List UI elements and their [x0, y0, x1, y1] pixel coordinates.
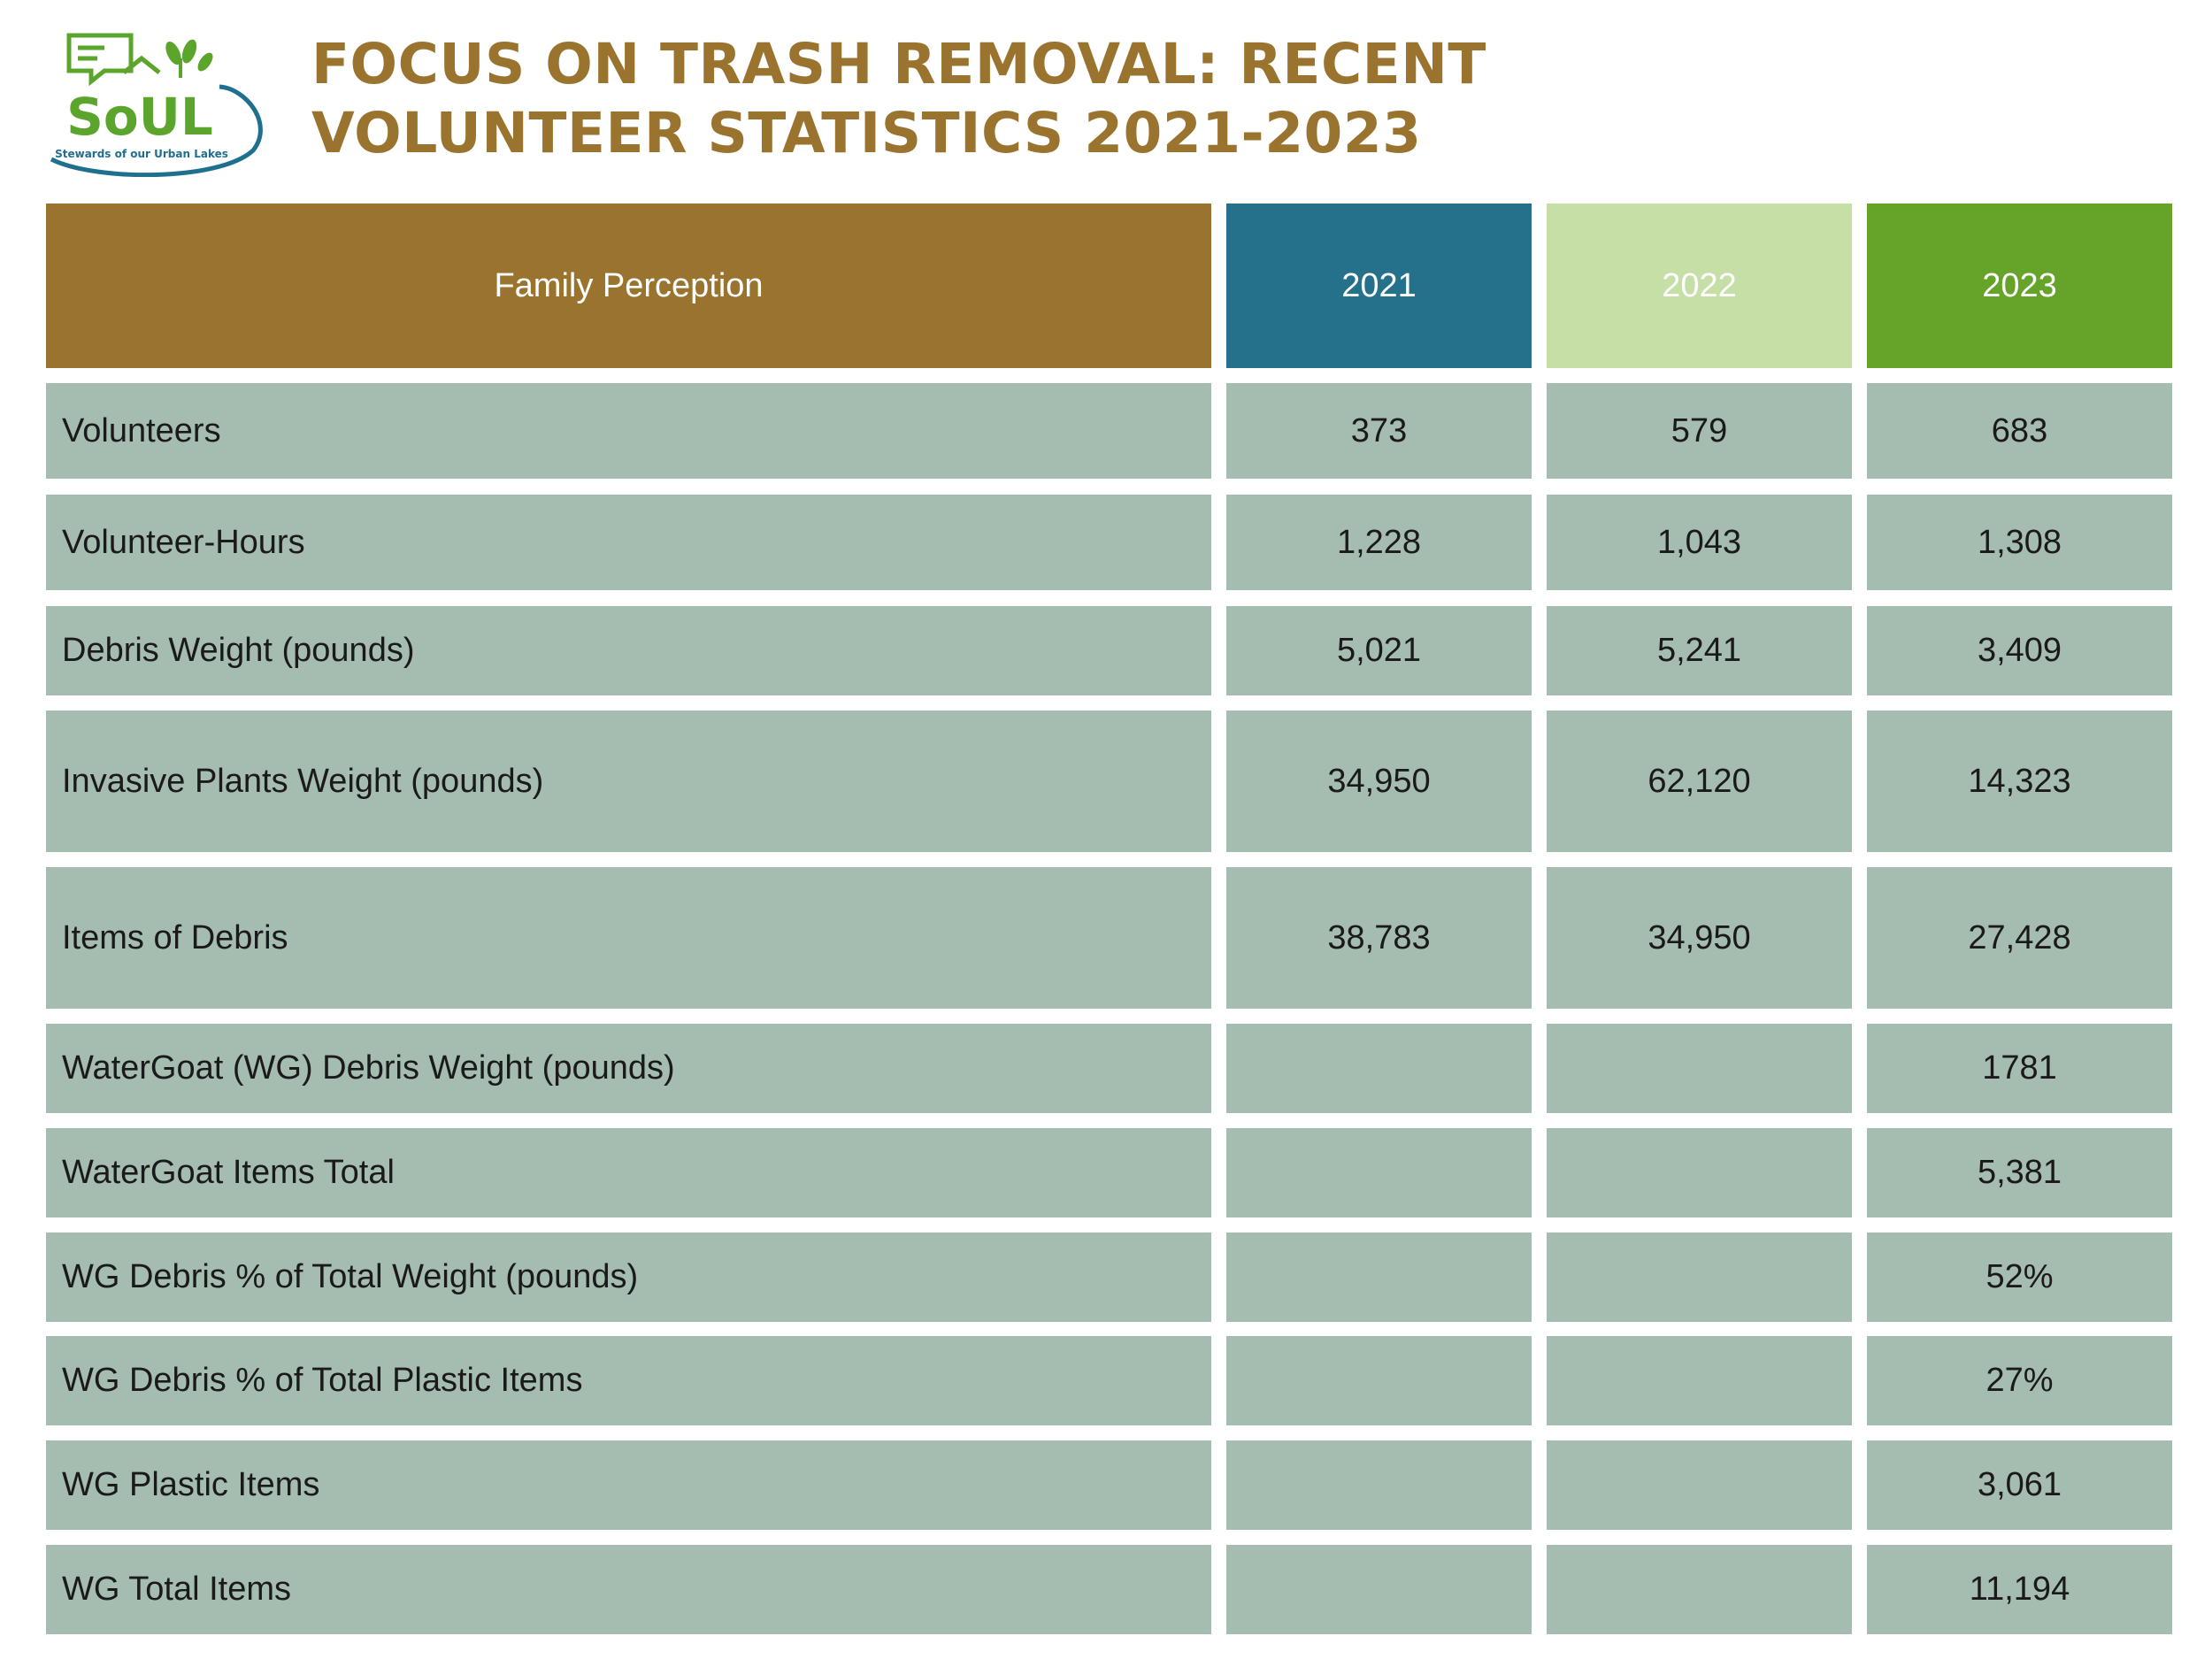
row-label-debris-weight: Debris Weight (pounds) [46, 606, 1211, 695]
page-title-line-1: FOCUS ON TRASH REMOVAL: RECENT [311, 32, 1486, 96]
header-family-perception: Family Perception [46, 204, 1211, 368]
cell-watergoat-debris-weight-2022 [1547, 1024, 1852, 1113]
lake-swoosh-icon [50, 84, 263, 177]
soul-logo-graphic: SoUL Stewards of our Urban Lakes [50, 33, 263, 177]
cell-debris-weight-2022: 5,241 [1547, 606, 1852, 695]
row-label-watergoat-items-total: WaterGoat Items Total [46, 1128, 1211, 1217]
cell-wg-debris-pct-plastic-2023: 27% [1867, 1336, 2172, 1425]
sprout-icon [165, 39, 213, 78]
cell-volunteer-hours-2022: 1,043 [1547, 495, 1852, 590]
cell-volunteer-hours-2023: 1,308 [1867, 495, 2172, 590]
cell-volunteers-2023: 683 [1867, 383, 2172, 479]
logo-wordmark: SoUL [66, 87, 213, 147]
row-label-wg-total-items: WG Total Items [46, 1545, 1211, 1634]
row-label-watergoat-debris-weight: WaterGoat (WG) Debris Weight (pounds) [46, 1024, 1211, 1113]
page-title-line-2: VOLUNTEER STATISTICS 2021-2023 [311, 101, 1422, 165]
sign-icon [66, 33, 134, 87]
logo-tagline: Stewards of our Urban Lakes [55, 148, 228, 160]
cell-items-of-debris-2023: 27,428 [1867, 867, 2172, 1009]
cell-debris-weight-2023: 3,409 [1867, 606, 2172, 695]
row-label-volunteers: Volunteers [46, 383, 1211, 479]
cell-wg-total-items-2021 [1226, 1545, 1532, 1634]
cell-wg-plastic-items-2023: 3,061 [1867, 1440, 2172, 1530]
row-label-invasive-plants-weight: Invasive Plants Weight (pounds) [46, 710, 1211, 852]
row-label-volunteer-hours: Volunteer-Hours [46, 495, 1211, 590]
cell-invasive-plants-weight-2022: 62,120 [1547, 710, 1852, 852]
row-label-wg-debris-pct-plastic: WG Debris % of Total Plastic Items [46, 1336, 1211, 1425]
cell-watergoat-items-total-2023: 5,381 [1867, 1128, 2172, 1217]
cell-watergoat-items-total-2021 [1226, 1128, 1532, 1217]
cell-volunteers-2022: 579 [1547, 383, 1852, 479]
cell-watergoat-debris-weight-2021 [1226, 1024, 1532, 1113]
row-label-wg-plastic-items: WG Plastic Items [46, 1440, 1211, 1530]
cell-watergoat-debris-weight-2023: 1781 [1867, 1024, 2172, 1113]
cell-wg-debris-pct-weight-2022 [1547, 1233, 1852, 1322]
cell-watergoat-items-total-2022 [1547, 1128, 1852, 1217]
row-label-items-of-debris: Items of Debris [46, 867, 1211, 1009]
cell-invasive-plants-weight-2021: 34,950 [1226, 710, 1532, 852]
page-title: FOCUS ON TRASH REMOVAL: RECENT VOLUNTEER… [311, 30, 1550, 168]
cell-debris-weight-2021: 5,021 [1226, 606, 1532, 695]
cell-items-of-debris-2021: 38,783 [1226, 867, 1532, 1009]
cell-wg-plastic-items-2021 [1226, 1440, 1532, 1530]
cell-volunteers-2021: 373 [1226, 383, 1532, 479]
cell-invasive-plants-weight-2023: 14,323 [1867, 710, 2172, 852]
header-2022: 2022 [1547, 204, 1852, 368]
cell-wg-debris-pct-plastic-2022 [1547, 1336, 1852, 1425]
soul-logo: SoUL Stewards of our Urban Lakes [42, 27, 265, 177]
cell-wg-debris-pct-weight-2023: 52% [1867, 1233, 2172, 1322]
cell-wg-total-items-2023: 11,194 [1867, 1545, 2172, 1634]
cell-wg-plastic-items-2022 [1547, 1440, 1852, 1530]
header-2023: 2023 [1867, 204, 2172, 368]
cell-wg-debris-pct-weight-2021 [1226, 1233, 1532, 1322]
house-icon [122, 55, 161, 74]
cell-wg-debris-pct-plastic-2021 [1226, 1336, 1532, 1425]
header-2021: 2021 [1226, 204, 1532, 368]
cell-volunteer-hours-2021: 1,228 [1226, 495, 1532, 590]
cell-wg-total-items-2022 [1547, 1545, 1852, 1634]
cell-items-of-debris-2022: 34,950 [1547, 867, 1852, 1009]
row-label-wg-debris-pct-weight: WG Debris % of Total Weight (pounds) [46, 1233, 1211, 1322]
